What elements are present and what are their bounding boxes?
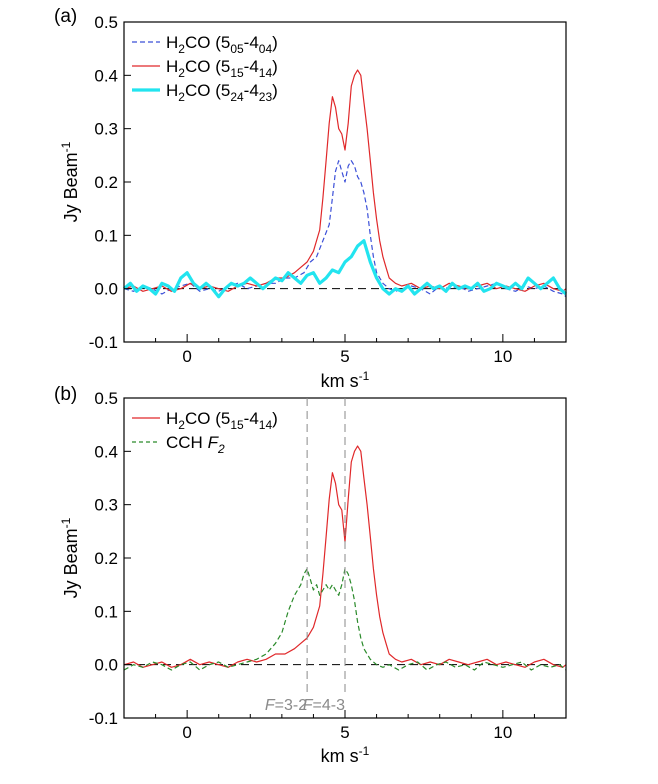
legend-h2co-524-end: ) bbox=[272, 81, 278, 100]
legend-h2co-524-mid2: -4 bbox=[244, 81, 259, 100]
legend-h2co-515-sub2: 15 bbox=[230, 66, 244, 80]
panel-a-y-tick-label: 0.0 bbox=[94, 280, 118, 299]
legend-h2co-515-sub1: 2 bbox=[178, 66, 185, 80]
legend-h2co-515-b-sub3: 14 bbox=[259, 418, 273, 432]
panel-a-y-axis-title: Jy Beam-1 bbox=[59, 141, 81, 222]
legend-h2co-524-sub3: 23 bbox=[259, 90, 273, 104]
transition-label-1-italic: F bbox=[265, 697, 276, 714]
legend-cch-sub: 2 bbox=[217, 442, 225, 456]
legend-h2co-515-b-mid2: -4 bbox=[244, 409, 259, 428]
legend-h2co-524-sub1: 2 bbox=[178, 90, 185, 104]
panel-b-y-axis-title: Jy Beam-1 bbox=[59, 517, 81, 598]
legend-h2co-515-b-mid: CO (5 bbox=[185, 409, 230, 428]
series-line-h2co_505_404 bbox=[123, 160, 567, 298]
series-line-h2co_524_423 bbox=[122, 239, 568, 299]
panel-a-y-tick-label: 0.3 bbox=[94, 120, 118, 139]
panel-b-legend: H2CO (515-414) CCH F2 bbox=[132, 409, 278, 456]
legend-h2co-505-base: H bbox=[166, 33, 178, 52]
panel-a-y-tick-label: -0.1 bbox=[89, 333, 118, 352]
panel-a-y-ticks: -0.1 0.0 0.1 0.2 0.3 0.4 0.5 bbox=[89, 13, 131, 352]
panel-b-y-tick-label: -0.1 bbox=[89, 709, 118, 728]
legend-h2co-505-mid: CO (5 bbox=[185, 33, 230, 52]
legend-h2co-515-mid: CO (5 bbox=[185, 57, 230, 76]
legend-cch-base: CCH bbox=[166, 433, 208, 452]
transition-label-2: F=4-3 bbox=[303, 697, 345, 714]
panel-b-transition-lines: F=3-2F=4-3 bbox=[265, 398, 346, 714]
panel-b-y-tick-label: 0.5 bbox=[94, 389, 118, 408]
panel-b-y-axis-title-main: Jy Beam bbox=[61, 528, 81, 598]
legend-h2co-524-base: H bbox=[166, 81, 178, 100]
panel-b-y-tick-label: 0.2 bbox=[94, 549, 118, 568]
legend-entry-h2co-505: H2CO (505-404) bbox=[166, 33, 278, 56]
panel-b-label: (b) bbox=[54, 384, 77, 405]
panel-a-y-tick-label: 0.2 bbox=[94, 173, 118, 192]
panel-a-y-axis-title-sup: -1 bbox=[59, 141, 73, 152]
panel-b-y-tick-label: 0.3 bbox=[94, 496, 118, 515]
legend-h2co-515-b-end: ) bbox=[272, 409, 278, 428]
legend-entry-h2co-515: H2CO (515-414) bbox=[166, 57, 278, 80]
panel-a-y-tick-label: 0.1 bbox=[94, 226, 118, 245]
legend-h2co-505-end: ) bbox=[272, 33, 278, 52]
panel-b-x-axis-title: km s-1 bbox=[321, 744, 370, 766]
panel-b-x-ticks: 0 5 10 bbox=[123, 710, 567, 742]
legend-h2co-515-base: H bbox=[166, 57, 178, 76]
panel-a-x-axis-title: km s-1 bbox=[321, 369, 370, 391]
panel-a-x-tick-label: 5 bbox=[340, 347, 349, 366]
transition-label-2-rest: =4-3 bbox=[313, 697, 346, 714]
panel-b-y-tick-label: 0.4 bbox=[94, 442, 118, 461]
panel-a-y-tick-label: 0.5 bbox=[94, 13, 118, 32]
panel-a-y-tick-label: 0.4 bbox=[94, 66, 118, 85]
panel-b-x-tick-label: 5 bbox=[340, 723, 349, 742]
panel-b-y-ticks: -0.1 0.0 0.1 0.2 0.3 0.4 0.5 bbox=[89, 389, 131, 728]
panel-a-x-tick-label: 0 bbox=[182, 347, 191, 366]
legend-h2co-505-sub2: 05 bbox=[230, 42, 244, 56]
series-line-h2co_515_414_b bbox=[123, 445, 567, 668]
panel-a-x-axis-title-main: km s bbox=[321, 371, 359, 391]
panel-b-y-tick-label: 0.1 bbox=[94, 602, 118, 621]
legend-entry-h2co-515-b: H2CO (515-414) bbox=[166, 409, 278, 432]
legend-h2co-515-b-base: H bbox=[166, 409, 178, 428]
panel-a-plot-area bbox=[122, 69, 568, 299]
legend-entry-cch-f2: CCH F2 bbox=[166, 433, 225, 456]
panel-a-legend: H2CO (505-404) H2CO (515-414) H2CO (524-… bbox=[132, 33, 278, 104]
panel-b-x-tick-label: 10 bbox=[493, 723, 512, 742]
panel-b-x-tick-label: 0 bbox=[182, 723, 191, 742]
panel-b-x-axis-title-main: km s bbox=[321, 746, 359, 766]
panel-a-y-axis-title-main: Jy Beam bbox=[61, 152, 81, 222]
panel-a-x-axis-title-sup: -1 bbox=[359, 369, 370, 383]
series-line-cch_f2 bbox=[123, 568, 567, 671]
transition-label-2-italic: F bbox=[303, 697, 314, 714]
transition-label-1: F=3-2 bbox=[265, 697, 307, 714]
panel-b-y-axis-title-sup: -1 bbox=[59, 517, 73, 528]
panel-a: (a) -0.10.00.10.20.30.40.5 0 5 10 km s-1 J… bbox=[54, 6, 568, 391]
legend-h2co-505-sub3: 04 bbox=[259, 42, 273, 56]
legend-entry-h2co-524: H2CO (524-423) bbox=[166, 81, 278, 104]
panel-b-x-axis-title-sup: -1 bbox=[359, 744, 370, 758]
panel-a-label: (a) bbox=[54, 6, 77, 27]
legend-h2co-515-end: ) bbox=[272, 57, 278, 76]
panel-b-y-tick-label: 0.0 bbox=[94, 656, 118, 675]
legend-h2co-524-sub2: 24 bbox=[230, 90, 244, 104]
legend-cch-italic: F bbox=[208, 433, 220, 452]
legend-h2co-515-b-sub2: 15 bbox=[230, 418, 244, 432]
panel-a-x-ticks: 0 5 10 bbox=[123, 334, 567, 366]
panel-a-x-tick-label: 10 bbox=[493, 347, 512, 366]
legend-h2co-515-sub3: 14 bbox=[259, 66, 273, 80]
legend-h2co-515-b-sub1: 2 bbox=[178, 418, 185, 432]
legend-h2co-515-mid2: -4 bbox=[244, 57, 259, 76]
legend-h2co-524-mid: CO (5 bbox=[185, 81, 230, 100]
legend-h2co-505-mid2: -4 bbox=[244, 33, 259, 52]
panel-b: (b) -0.10.00.10.20.30.40.5 0 5 10 km s-1 J… bbox=[54, 384, 567, 766]
transition-label-1-rest: =3-2 bbox=[275, 697, 308, 714]
legend-h2co-505-sub1: 2 bbox=[178, 42, 185, 56]
